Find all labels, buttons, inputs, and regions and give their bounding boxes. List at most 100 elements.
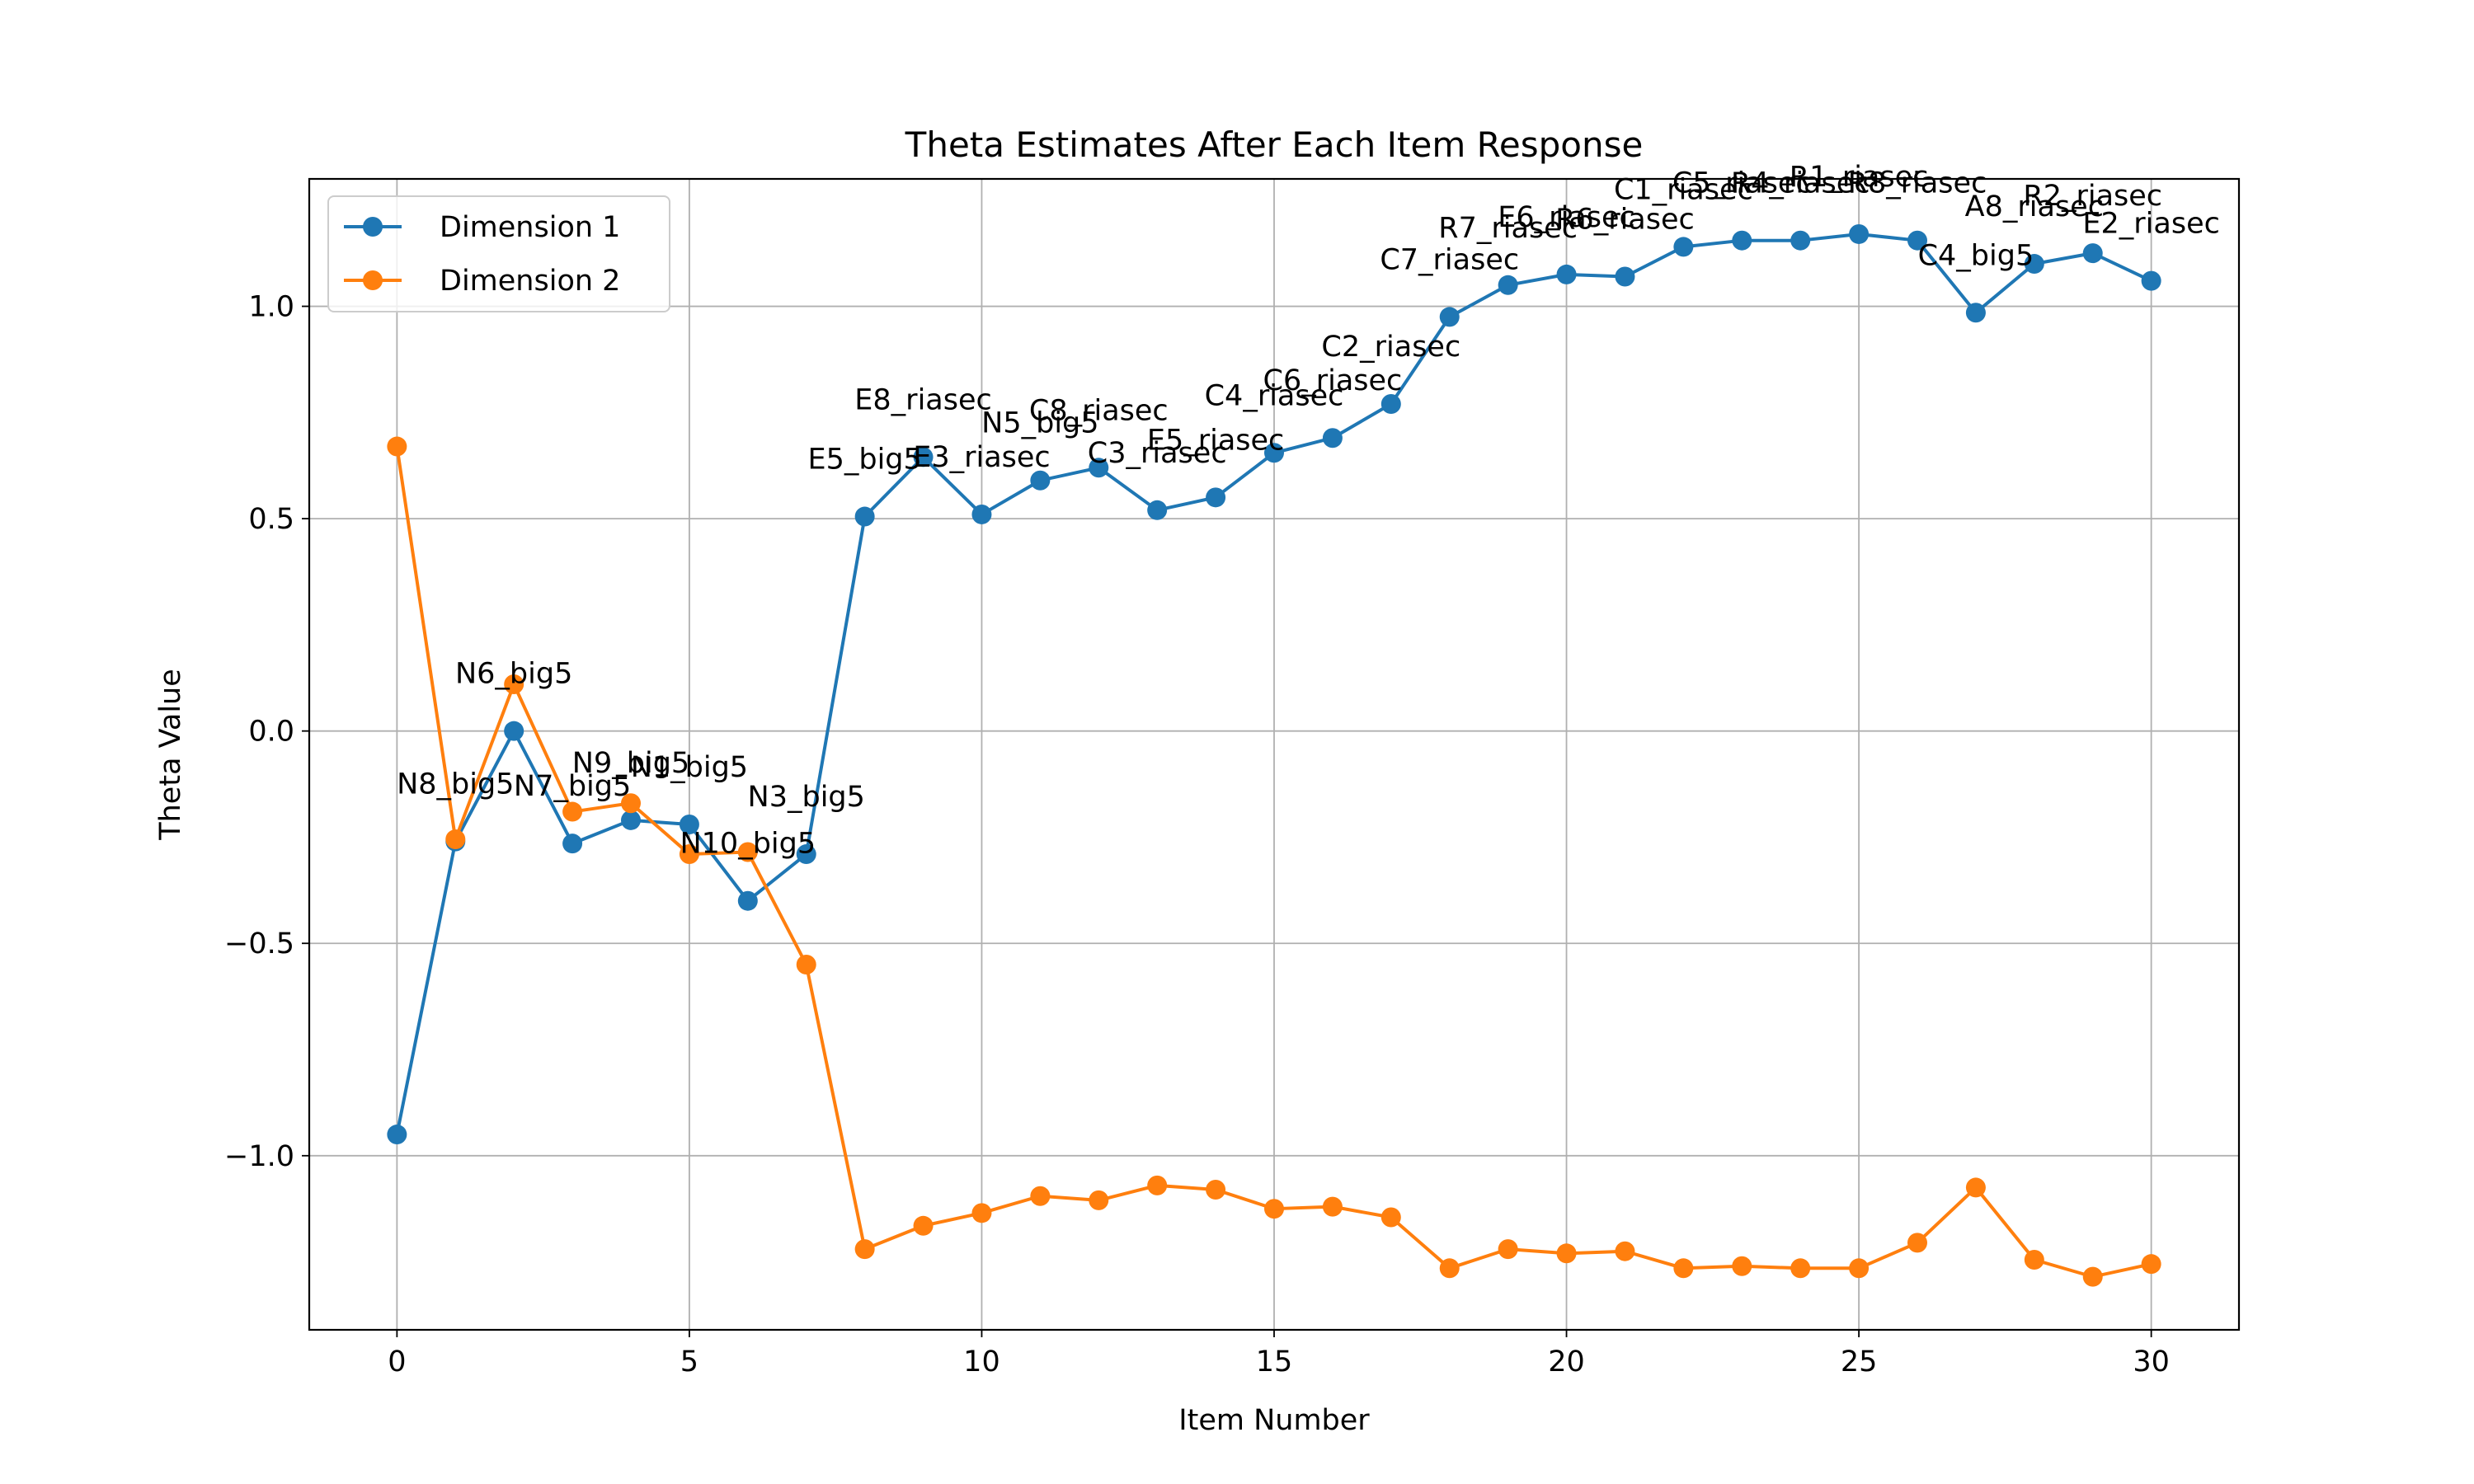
point-annotation: C5_riasec [1672,167,1812,200]
chart-title: Theta Estimates After Each Item Response [905,124,1644,165]
x-tick-label: 20 [1548,1345,1585,1378]
data-point [1790,1258,1811,1279]
point-annotation: E5_riasec [1147,424,1284,457]
point-annotation: R7_riasec [1438,212,1578,245]
point-annotation: N3_big5 [748,781,865,814]
data-point [445,829,466,850]
data-point [387,1125,407,1145]
data-point [1790,230,1811,251]
data-point [679,844,699,865]
legend-marker-dimension-1 [363,217,383,237]
x-tick-label: 10 [963,1345,1000,1378]
x-tick-label: 30 [2133,1345,2170,1378]
data-point [562,834,583,854]
data-point [1732,1256,1752,1276]
data-point [1030,470,1051,491]
x-tick-label: 25 [1841,1345,1878,1378]
data-point [854,506,875,527]
point-annotation: R6_riasec [1555,203,1695,236]
data-point [971,504,992,524]
y-tick-label: −0.5 [224,928,294,960]
data-point [1498,275,1518,295]
data-point [1732,230,1752,251]
y-axis-label: Theta Value [154,669,187,841]
data-point [1089,1190,1109,1210]
data-point [1322,428,1343,448]
legend-box [327,195,670,312]
point-annotation: R4_riasec [1731,167,1870,200]
point-annotation: A8_riasec [1965,190,2104,223]
legend-marker-dimension-2 [363,270,383,290]
data-point [1439,307,1460,327]
point-annotation: C4_riasec [1205,379,1344,412]
data-point [1322,1196,1343,1217]
point-annotation: N9_big5 [572,747,689,780]
data-point [504,674,524,695]
data-point [1965,303,1986,323]
data-point [2024,1250,2044,1270]
point-annotation: C4_big5 [1918,239,2034,272]
data-point [1264,1199,1284,1219]
data-point [679,814,699,834]
legend-label-dimension-2: Dimension 2 [440,265,620,298]
data-point [796,844,816,865]
point-annotation: E8_riasec [854,383,991,416]
axis-ticks: 0 5 10 15 20 25 30 −1.0 −0.5 0.0 0.5 1.0 [224,291,2170,1378]
data-point [1147,1175,1168,1195]
x-tick-label: 0 [388,1345,406,1378]
data-point [387,436,407,457]
data-point [1206,487,1226,508]
data-point [1849,1258,1870,1279]
series-2 [387,436,2161,1287]
data-point [504,721,524,741]
series-1 [387,223,2161,1145]
legend: Dimension 1 Dimension 2 [327,195,670,312]
point-annotation: E5_big5 [807,444,921,477]
series-layer [387,223,2161,1287]
data-point [1615,266,1635,287]
point-annotation: R8_riasec [1848,167,1987,200]
point-annotation: N7_big5 [514,770,631,803]
data-point [1147,500,1168,520]
point-annotation: N1_big5 [631,751,748,784]
data-point [621,810,641,830]
point-annotation: R1_riasec [1790,161,1929,194]
y-tick-label: 1.0 [248,291,294,324]
point-annotation: R2_riasec [2023,180,2162,213]
legend-label-dimension-1: Dimension 1 [440,211,620,244]
x-tick-label: 5 [680,1345,698,1378]
x-axis-label: Item Number [1178,1404,1370,1437]
data-point [1849,223,1870,244]
data-point [1965,1177,1986,1198]
data-point [1439,1258,1460,1279]
data-point [1030,1186,1051,1206]
data-point [1264,443,1284,463]
data-point [971,1203,992,1223]
x-tick-label: 15 [1256,1345,1293,1378]
data-point [2141,1254,2161,1275]
data-point [913,447,934,467]
data-point [1673,1258,1694,1279]
point-annotation: N10_big5 [680,828,816,861]
point-annotation: E3_riasec [913,441,1050,474]
data-point [737,842,758,862]
y-tick-label: 0.5 [248,503,294,536]
data-point [1615,1241,1635,1261]
data-point [1556,264,1577,284]
data-point [621,793,641,814]
data-point [1089,458,1109,478]
y-tick-label: −1.0 [224,1140,294,1173]
point-annotation: C6_riasec [1263,364,1403,397]
data-point [913,1215,934,1236]
point-annotation: C7_riasec [1380,243,1519,276]
data-point [562,801,583,822]
point-annotation: E2_riasec [2082,208,2219,241]
data-point [2082,1266,2103,1287]
data-point [2082,243,2103,264]
data-point [1556,1243,1577,1264]
data-point [854,1239,875,1260]
data-point [2141,270,2161,291]
data-point [1498,1239,1518,1260]
